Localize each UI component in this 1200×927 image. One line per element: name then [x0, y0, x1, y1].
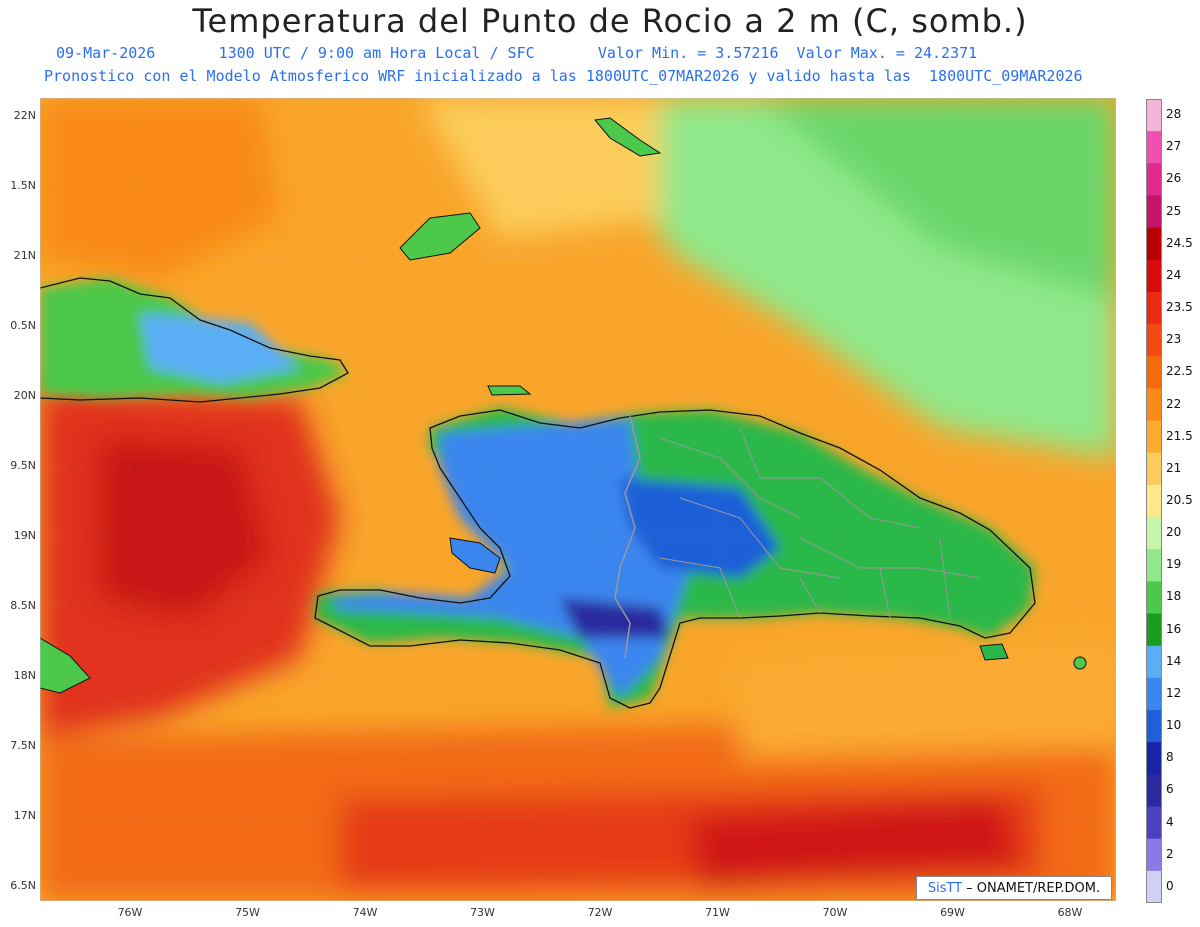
brand-logo: SisTT — [927, 880, 963, 896]
colorbar-swatch — [1146, 227, 1162, 261]
colorbar-tick-label: 19 — [1166, 557, 1182, 572]
lon-label: 72W — [587, 906, 613, 919]
colorbar-swatch — [1146, 131, 1162, 164]
colorbar-tick-label: 24.5 — [1166, 235, 1193, 250]
gonave-island — [449, 537, 501, 574]
colorbar-tick-label: 21 — [1166, 460, 1182, 475]
cuba-coastline — [40, 277, 349, 403]
colorbar-tick-label: 27 — [1166, 139, 1182, 154]
hispaniola-coastline — [314, 409, 1036, 709]
colorbar-tick-label: 2 — [1166, 846, 1174, 861]
colorbar-border — [1146, 99, 1162, 903]
map-title: Temperatura del Punto de Rocio a 2 m (C,… — [192, 2, 1028, 40]
colorbar-tick-label: 14 — [1166, 653, 1182, 668]
jamaica-tip — [40, 637, 91, 694]
colorbar-swatch — [1146, 291, 1162, 325]
lat-label: 9.5N — [10, 459, 36, 472]
colorbar-swatch — [1146, 484, 1162, 518]
lat-label: 20N — [13, 389, 36, 402]
colorbar-swatch — [1146, 99, 1162, 132]
lat-label: 22N — [13, 109, 36, 122]
min-value: Valor Min. = 3.57216 — [597, 44, 779, 62]
colorbar-tick-label: 21.5 — [1166, 428, 1193, 443]
lon-label: 68W — [1057, 906, 1083, 919]
colorbar-tick-label: 0 — [1166, 878, 1174, 893]
model-info: Pronostico con el Modelo Atmosferico WRF… — [44, 67, 1083, 85]
colorbar-tick-label: 16 — [1166, 621, 1182, 636]
colorbar-swatch — [1146, 259, 1162, 293]
time-text: 1300 UTC / 9:00 am Hora Local / SFC — [218, 44, 535, 62]
colorbar-tick-label: 8 — [1166, 750, 1174, 765]
colorbar-swatch — [1146, 870, 1162, 903]
colorbar-swatch — [1146, 613, 1162, 647]
lat-label: 8.5N — [10, 599, 36, 612]
date-text: 09-Mar-2026 — [56, 44, 156, 62]
colorbar-tick-label: 18 — [1166, 589, 1182, 604]
colorbar-tick-label: 25 — [1166, 203, 1182, 218]
lat-label: 19N — [13, 529, 36, 542]
tortuga-island — [487, 385, 532, 396]
max-value: Valor Max. = 24.2371 — [796, 44, 978, 62]
colorbar-swatch — [1146, 324, 1162, 357]
colorbar-swatch — [1146, 517, 1162, 550]
colorbar-tick-label: 23.5 — [1166, 300, 1193, 315]
grid-lines — [40, 98, 1116, 901]
mona-island — [1073, 656, 1087, 670]
lon-label: 69W — [940, 906, 965, 919]
lon-label: 71W — [705, 906, 730, 919]
lat-label: 1.5N — [10, 179, 36, 192]
lat-label: 17N — [13, 809, 36, 822]
colorbar-swatch — [1146, 195, 1162, 229]
colorbar-swatch — [1146, 806, 1162, 840]
credit-box: SisTT – ONAMET/REP.DOM. — [916, 876, 1112, 900]
haiti-dr-border — [614, 415, 641, 659]
lon-label: 76W — [117, 906, 143, 919]
caicos-islands — [594, 117, 662, 157]
credit-text: – ONAMET/REP.DOM. — [966, 880, 1101, 896]
colorbar-tick-label: 22.5 — [1166, 364, 1193, 379]
colorbar-swatch — [1146, 388, 1162, 422]
colorbar-swatch — [1146, 581, 1162, 615]
colorbar-swatch — [1146, 163, 1162, 196]
colorbar-tick-label: 20 — [1166, 525, 1182, 540]
lon-label: 75W — [235, 906, 260, 919]
colorbar-tick-label: 12 — [1166, 685, 1182, 700]
colorbar-swatch — [1146, 710, 1162, 743]
colorbar-tick-label: 10 — [1166, 718, 1182, 733]
colorbar-swatch — [1146, 452, 1162, 486]
colorbar-swatch — [1146, 774, 1162, 808]
lat-label: 7.5N — [10, 739, 36, 752]
lon-label: 73W — [470, 906, 495, 919]
header-line-1: 09-Mar-2026 1300 UTC / 9:00 am Hora Loca… — [56, 44, 977, 62]
provinces — [659, 427, 981, 619]
lat-label: 18N — [13, 669, 36, 682]
colorbar — [1146, 99, 1162, 903]
colorbar-swatch — [1146, 677, 1162, 711]
lat-label: 21N — [13, 249, 36, 262]
colorbar-swatch — [1146, 645, 1162, 679]
colorbar-tick-label: 24 — [1166, 267, 1182, 282]
colorbar-tick-label: 22 — [1166, 396, 1182, 411]
lat-label: 0.5N — [10, 319, 36, 332]
colorbar-tick-label: 20.5 — [1166, 493, 1193, 507]
lat-label: 6.5N — [10, 879, 36, 892]
colorbar-tick-label: 26 — [1166, 171, 1182, 186]
lon-label: 70W — [822, 906, 848, 919]
saona-island — [979, 643, 1009, 661]
colorbar-swatch — [1146, 420, 1162, 454]
colorbar-swatch — [1146, 356, 1162, 389]
colorbar-swatch — [1146, 549, 1162, 582]
lon-label: 74W — [352, 906, 378, 919]
colorbar-swatch — [1146, 838, 1162, 872]
colorbar-tick-label: 23 — [1166, 332, 1182, 347]
colorbar-swatch — [1146, 742, 1162, 775]
inagua-island — [399, 212, 481, 261]
colorbar-tick-label: 28 — [1166, 107, 1182, 122]
colorbar-tick-label: 6 — [1166, 782, 1174, 797]
dewpoint-map — [40, 98, 1116, 901]
colorbar-tick-label: 4 — [1166, 814, 1174, 829]
